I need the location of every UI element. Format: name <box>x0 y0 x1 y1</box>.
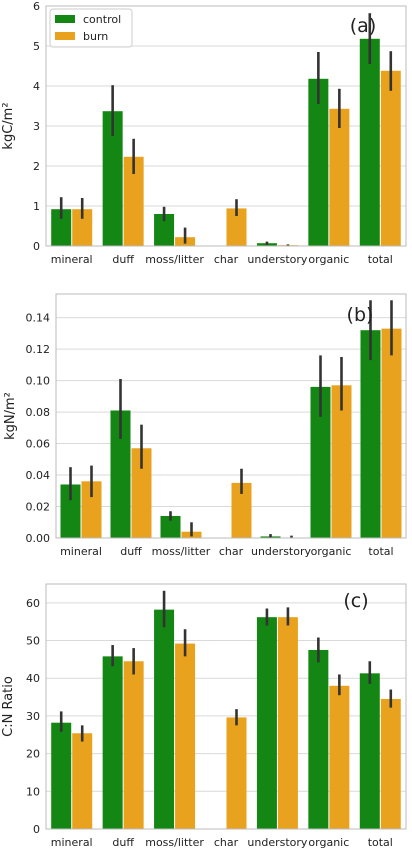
y-tick-label: 2 <box>33 160 40 173</box>
y-tick-label: 0.02 <box>26 501 51 514</box>
legend: control burn <box>49 8 133 48</box>
y-tick-label: 1 <box>33 200 40 213</box>
bar-burn <box>226 208 247 246</box>
bar-burn <box>331 385 352 538</box>
panel-label: (a) <box>350 15 376 37</box>
y-tick-label: 6 <box>33 0 40 13</box>
bar-control <box>308 78 329 246</box>
bar-control <box>360 330 381 538</box>
axes-frame <box>45 5 407 247</box>
bar-control <box>102 656 123 829</box>
y-axis-label: C:N Ratio <box>1 676 16 737</box>
panel-label: (c) <box>343 590 368 612</box>
panel-b: 0.00 0.02 0.04 0.06 0.08 0.10 0.12 0.14 mineral d… <box>3 293 407 558</box>
y-tick-label: 0.12 <box>26 343 51 356</box>
x-tick-label: mineral <box>51 253 93 266</box>
axes-frame <box>55 293 407 539</box>
bar-burn <box>231 482 252 538</box>
bar-burn <box>175 643 196 829</box>
bar-control <box>154 609 175 829</box>
panel-label: (b) <box>347 304 374 326</box>
bar-control <box>154 214 175 246</box>
x-tick-label: duff <box>120 545 142 558</box>
y-axis-label: kgC/m² <box>1 102 16 149</box>
x-tick-label: moss/litter <box>145 836 204 849</box>
x-tick-label: organic <box>308 836 349 849</box>
bar-burn <box>81 481 102 538</box>
x-tick-label: duff <box>112 836 134 849</box>
x-tick-label: mineral <box>51 836 93 849</box>
y-tick-label: 3 <box>33 120 40 133</box>
y-tick-label: 0.14 <box>26 312 51 325</box>
bar-burn <box>131 448 152 538</box>
x-tick-label: moss/litter <box>145 253 204 266</box>
x-tick-label: duff <box>112 253 134 266</box>
bar-burn <box>123 156 144 246</box>
y-tick-label: 4 <box>33 80 40 93</box>
bar-control <box>359 673 380 829</box>
bar-control <box>310 386 331 538</box>
bar-control <box>110 410 131 538</box>
bar-burn <box>72 733 93 829</box>
bar-control <box>51 722 72 829</box>
bar-burn <box>226 717 247 829</box>
bar-control <box>256 617 277 829</box>
x-tick-label: total <box>368 545 393 558</box>
legend-swatch-burn <box>55 32 75 40</box>
x-tick-label: understory <box>251 545 312 558</box>
bar-burn <box>123 661 144 829</box>
bar-burn <box>72 209 93 246</box>
x-tick-label: char <box>214 836 239 849</box>
y-tick-label: 5 <box>33 40 40 53</box>
y-tick-label: 0 <box>33 823 40 836</box>
bar-burn <box>380 70 401 246</box>
bar-control <box>359 38 380 246</box>
bar-control <box>308 649 329 829</box>
x-tick-label: mineral <box>60 545 102 558</box>
legend-entry: control <box>83 13 121 26</box>
y-tick-label: 10 <box>26 785 40 798</box>
axes-frame <box>45 583 407 830</box>
bar-burn <box>381 328 402 538</box>
x-tick-label: total <box>368 253 393 266</box>
y-tick-label: 20 <box>26 748 40 761</box>
y-tick-label: 0.04 <box>26 469 51 482</box>
x-tick-label: organic <box>308 253 349 266</box>
y-tick-label: 0.08 <box>26 406 51 419</box>
y-axis-label: kgN/m² <box>3 392 18 440</box>
bar-burn <box>329 685 350 829</box>
bar-burn <box>380 698 401 829</box>
legend-entry: burn <box>83 30 108 43</box>
x-tick-label: moss/litter <box>152 545 211 558</box>
panel-c: 0 10 20 30 40 50 60 mineral duff moss/litter char u… <box>1 583 407 849</box>
bar-control <box>102 111 123 246</box>
x-tick-label: char <box>214 253 239 266</box>
x-tick-label: total <box>368 836 393 849</box>
y-tick-label: 0.00 <box>26 532 51 545</box>
y-tick-label: 0 <box>33 240 40 253</box>
x-tick-label: understory <box>247 836 308 849</box>
bar-control <box>51 209 72 246</box>
y-tick-label: 40 <box>26 672 40 685</box>
legend-swatch-control <box>55 15 75 23</box>
panel-a: 0 1 2 3 4 5 6 mineral duff moss/litter char underst… <box>1 0 407 266</box>
y-tick-label: 50 <box>26 635 40 648</box>
x-tick-label: char <box>219 545 244 558</box>
y-tick-label: 30 <box>26 710 40 723</box>
y-tick-label: 0.06 <box>26 438 51 451</box>
bar-control <box>60 484 81 538</box>
y-tick-label: 60 <box>26 597 40 610</box>
y-tick-label: 0.10 <box>26 375 51 388</box>
bar-control <box>160 515 181 538</box>
x-tick-label: organic <box>311 545 352 558</box>
bar-burn <box>329 108 350 246</box>
x-tick-label: understory <box>247 253 308 266</box>
bar-burn <box>277 617 298 829</box>
